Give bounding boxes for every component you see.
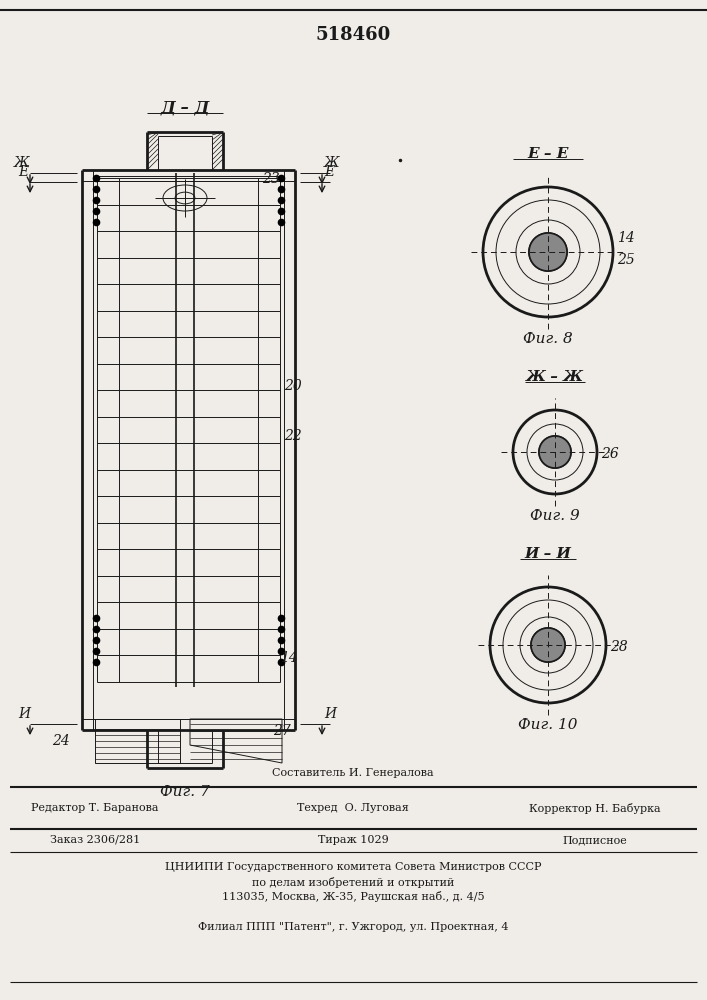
Text: И: И — [324, 707, 336, 721]
Text: Е: Е — [324, 165, 334, 179]
Text: И: И — [18, 707, 30, 721]
Text: 24: 24 — [52, 734, 70, 748]
Polygon shape — [539, 436, 571, 468]
Text: Составитель И. Генералова: Составитель И. Генералова — [272, 768, 434, 778]
Text: 23: 23 — [262, 172, 280, 186]
Text: Ж: Ж — [14, 156, 30, 170]
Text: Тираж 1029: Тираж 1029 — [317, 835, 388, 845]
Text: Д – Д: Д – Д — [160, 100, 210, 116]
Polygon shape — [531, 628, 565, 662]
Polygon shape — [529, 233, 567, 271]
Text: Корректор Н. Бабурка: Корректор Н. Бабурка — [529, 802, 661, 814]
Text: 14: 14 — [617, 231, 635, 245]
Text: Е: Е — [18, 165, 28, 179]
Text: И – И: И – И — [525, 547, 571, 561]
Text: 22: 22 — [284, 429, 302, 443]
Text: Техред  О. Луговая: Техред О. Луговая — [297, 803, 409, 813]
Text: 20: 20 — [284, 379, 302, 393]
Text: Филиал ППП "Патент", г. Ужгород, ул. Проектная, 4: Филиал ППП "Патент", г. Ужгород, ул. Про… — [198, 922, 508, 932]
Text: 27: 27 — [273, 724, 291, 738]
Bar — [95, 719, 180, 763]
Text: 25: 25 — [617, 253, 635, 267]
Text: Е – Е: Е – Е — [527, 147, 568, 161]
Text: Подписное: Подписное — [563, 835, 627, 845]
Text: Фиг. 8: Фиг. 8 — [523, 332, 573, 346]
Text: 28: 28 — [610, 640, 628, 654]
Text: Фиг. 9: Фиг. 9 — [530, 509, 580, 523]
Text: 14: 14 — [280, 651, 298, 665]
Text: Заказ 2306/281: Заказ 2306/281 — [50, 835, 140, 845]
Text: по делам изобретений и открытий: по делам изобретений и открытий — [252, 876, 454, 888]
Text: Ж: Ж — [324, 156, 339, 170]
Text: Фиг. 10: Фиг. 10 — [518, 718, 578, 732]
Text: Ж – Ж: Ж – Ж — [526, 370, 584, 384]
Text: Редактор Т. Баранова: Редактор Т. Баранова — [31, 803, 159, 813]
Text: Фиг. 7: Фиг. 7 — [160, 785, 210, 799]
Text: 113035, Москва, Ж-35, Раушская наб., д. 4/5: 113035, Москва, Ж-35, Раушская наб., д. … — [222, 892, 484, 902]
Text: 26: 26 — [601, 447, 619, 461]
Text: ЦНИИПИ Государственного комитета Совета Министров СССР: ЦНИИПИ Государственного комитета Совета … — [165, 862, 542, 872]
Text: 518460: 518460 — [315, 26, 391, 44]
